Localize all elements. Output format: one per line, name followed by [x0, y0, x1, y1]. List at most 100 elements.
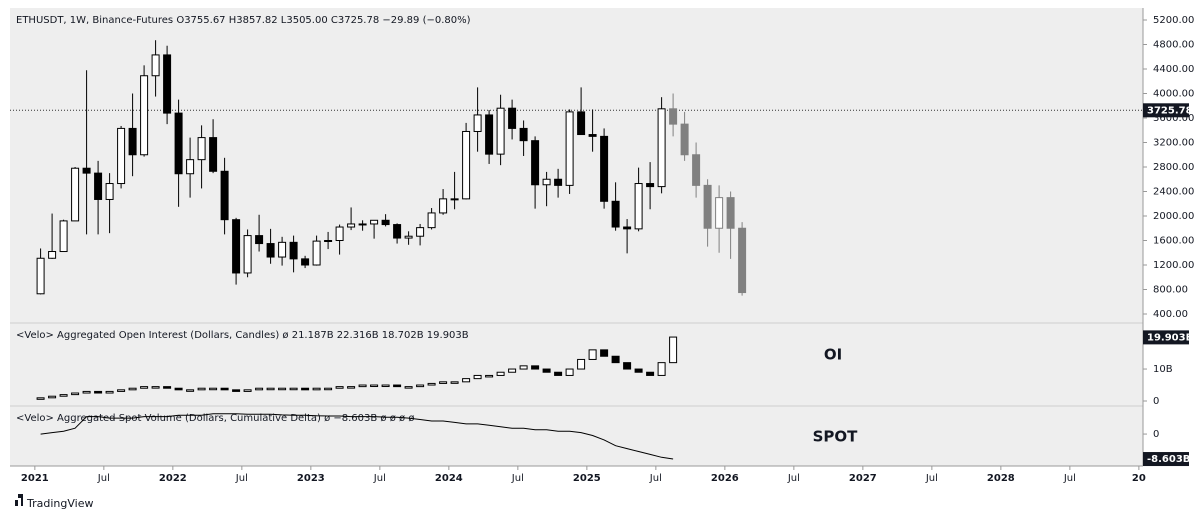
candle-body	[94, 172, 103, 200]
candle-body	[105, 183, 114, 200]
candle-body	[220, 170, 229, 221]
pane-title: <Velo> Aggregated Spot Volume (Dollars, …	[16, 413, 414, 424]
candle-body	[496, 107, 505, 155]
candle-body	[565, 111, 574, 186]
annotation: SPOT	[813, 428, 859, 446]
candle-body	[715, 197, 724, 229]
y-tick-label: 3200.00	[1153, 138, 1194, 149]
candle-body	[324, 239, 333, 242]
plot-bg	[10, 8, 1143, 466]
candle-body	[588, 134, 597, 137]
oi-candle	[128, 387, 137, 391]
oi-candle	[278, 387, 287, 391]
candle-body	[611, 200, 620, 228]
x-tick-label: 2022	[159, 473, 187, 484]
candle-body	[726, 197, 735, 229]
oi-candle	[140, 386, 149, 389]
oi-candle	[197, 387, 206, 391]
oi-candle	[485, 374, 494, 378]
oi-candle	[669, 336, 678, 364]
footer: TradingView	[26, 497, 93, 510]
candle-body	[197, 137, 206, 161]
x-tick-label: 2026	[711, 473, 739, 484]
oi-candle	[209, 387, 218, 391]
y-tick-label: 1600.00	[1153, 235, 1194, 246]
candle-body	[312, 240, 321, 266]
oi-candle	[588, 349, 597, 360]
candle-body	[243, 235, 252, 274]
x-tick-label: Jul	[511, 473, 524, 484]
y-tick-label: 4000.00	[1153, 89, 1194, 100]
candle-body	[577, 111, 586, 136]
x-tick-label: Jul	[1063, 473, 1076, 484]
oi-candle	[611, 355, 620, 364]
candle-body	[347, 223, 356, 228]
candle-body	[186, 159, 195, 175]
pane-title: ETHUSDT, 1W, Binance-Futures O3755.67 H3…	[16, 15, 471, 26]
candle-body	[531, 140, 540, 186]
y-tick-label: 3600.00	[1153, 113, 1194, 124]
oi-candle	[657, 362, 666, 376]
oi-candle	[519, 365, 528, 370]
last-value-tag	[1143, 452, 1189, 467]
y-tick-label: 4800.00	[1153, 40, 1194, 51]
oi-candle	[347, 386, 356, 389]
candle-body	[462, 130, 471, 200]
oi-candle	[370, 384, 379, 388]
logo	[10, 494, 23, 506]
x-tick-label: 2024	[435, 473, 463, 484]
oi-candle	[577, 358, 586, 370]
candle-body	[680, 123, 689, 156]
candle-body	[703, 184, 712, 229]
candle-body	[59, 220, 68, 253]
oi-candle	[232, 389, 241, 392]
oi-candle	[600, 349, 609, 357]
candle-body	[485, 114, 494, 155]
oi-candle	[450, 381, 459, 384]
x-tick-label: 2023	[297, 473, 325, 484]
candle-body	[508, 107, 517, 129]
oi-candle	[312, 387, 321, 391]
oi-candle	[289, 387, 298, 391]
x-tick-label: 20	[1132, 473, 1146, 484]
oi-candle	[358, 384, 367, 388]
candle-body	[36, 257, 45, 295]
x-tick-label: Jul	[649, 473, 662, 484]
y-tick-label: 800.00	[1153, 284, 1188, 295]
candle-body	[473, 114, 482, 132]
candle-body	[209, 137, 218, 172]
candle-body	[278, 241, 287, 258]
last-value-tag	[1143, 103, 1189, 118]
candle-body	[128, 127, 137, 156]
spot-line	[40, 413, 674, 460]
oi-candle	[82, 390, 91, 394]
oi-candle	[151, 386, 160, 389]
candle-body	[82, 167, 91, 174]
oi-candle	[266, 387, 275, 391]
x-tick-label: 2028	[987, 473, 1015, 484]
candle-body	[358, 223, 367, 226]
candle-body	[266, 243, 275, 258]
candle-body	[255, 235, 264, 245]
y-tick-label: 400.00	[1153, 309, 1188, 320]
oi-candle	[508, 368, 517, 373]
y-tick-label: 0	[1153, 429, 1159, 440]
oi-candle	[554, 371, 563, 376]
oi-candle	[243, 389, 252, 392]
candle-body	[71, 167, 80, 222]
candle-body	[393, 224, 402, 239]
candle-body	[416, 227, 425, 237]
oi-candle	[220, 387, 229, 391]
candle-body	[738, 227, 747, 294]
last-value-tag	[1143, 330, 1189, 345]
candle-body	[174, 112, 183, 175]
oi-candle	[335, 386, 344, 389]
candle-body	[117, 127, 126, 185]
x-tick-label: 2025	[573, 473, 601, 484]
candle-body	[151, 54, 160, 77]
candle-body	[634, 183, 643, 230]
candle-body	[450, 198, 459, 201]
candle-body	[140, 75, 149, 156]
candle-body	[554, 178, 563, 186]
